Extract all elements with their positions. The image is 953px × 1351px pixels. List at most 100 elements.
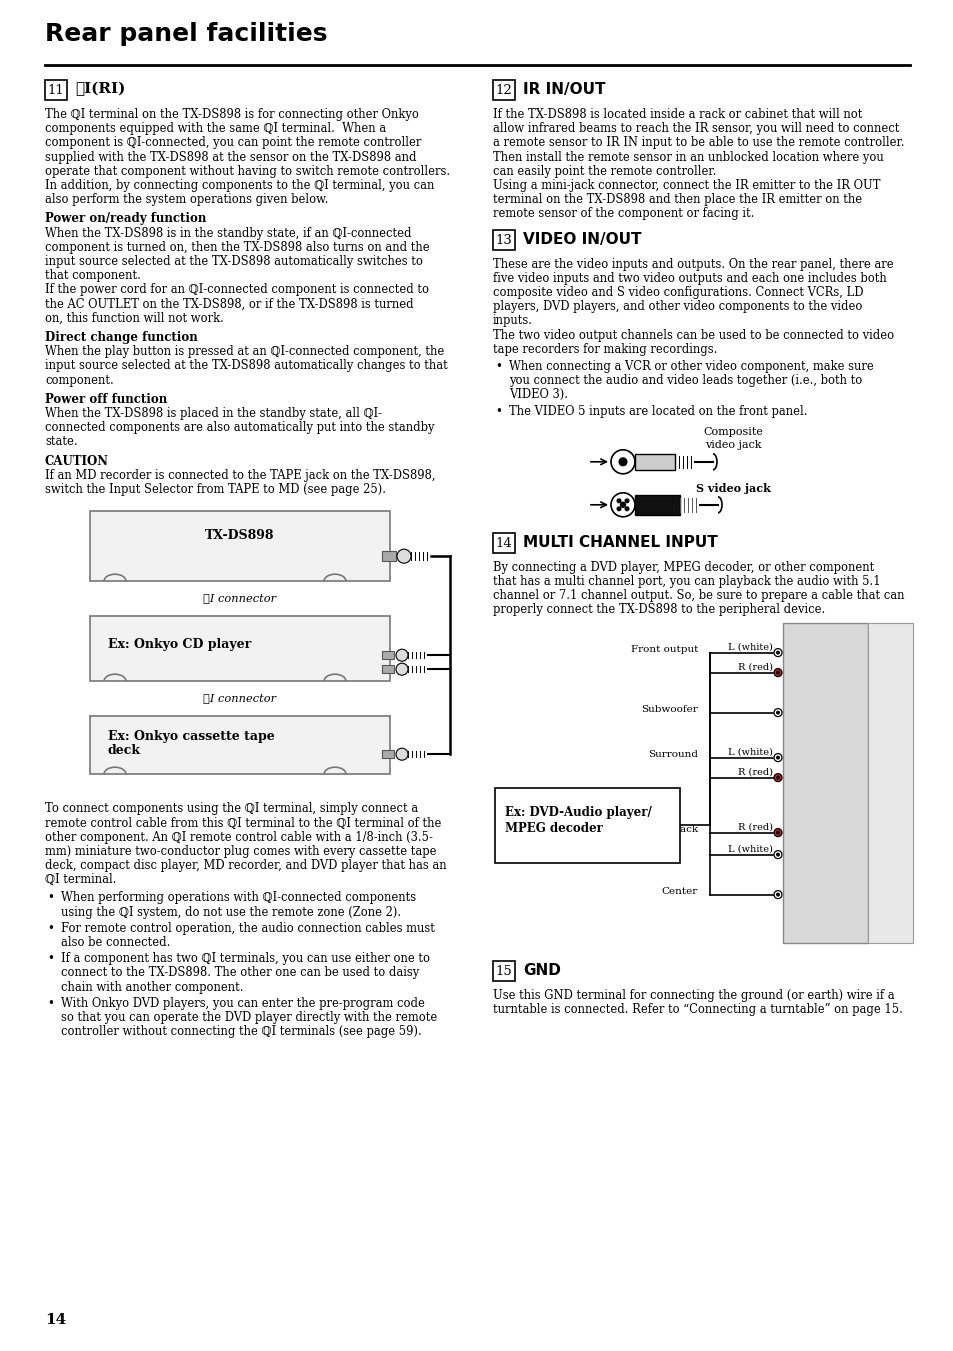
- Circle shape: [395, 663, 408, 676]
- Text: Direct change function: Direct change function: [45, 331, 197, 345]
- Bar: [45, 80, 67, 100]
- Text: By connecting a DVD player, MPEG decoder, or other component: By connecting a DVD player, MPEG decoder…: [493, 561, 873, 574]
- Text: video jack: video jack: [704, 440, 760, 450]
- Text: Ex: Onkyo cassette tape: Ex: Onkyo cassette tape: [108, 730, 274, 743]
- Text: properly connect the TX-DS898 to the peripheral device.: properly connect the TX-DS898 to the per…: [493, 604, 824, 616]
- Text: inputs.: inputs.: [493, 315, 533, 327]
- Circle shape: [618, 458, 626, 466]
- Text: mm) miniature two-conductor plug comes with every cassette tape: mm) miniature two-conductor plug comes w…: [45, 844, 436, 858]
- Text: channel or 7.1 channel output. So, be sure to prepare a cable that can: channel or 7.1 channel output. So, be su…: [493, 589, 903, 603]
- Circle shape: [775, 775, 780, 780]
- Bar: [493, 80, 515, 100]
- Circle shape: [617, 507, 620, 511]
- Text: a remote sensor to IR IN input to be able to use the remote controller.: a remote sensor to IR IN input to be abl…: [493, 136, 903, 150]
- Text: When connecting a VCR or other video component, make sure: When connecting a VCR or other video com…: [509, 359, 873, 373]
- Text: component.: component.: [45, 374, 113, 386]
- Text: When performing operations with ℚI-connected components: When performing operations with ℚI-conne…: [61, 892, 416, 904]
- Text: state.: state.: [45, 435, 77, 449]
- Text: component is turned on, then the TX-DS898 also turns on and the: component is turned on, then the TX-DS89…: [45, 240, 429, 254]
- Text: R (red): R (red): [738, 662, 772, 671]
- Text: 12: 12: [496, 85, 512, 97]
- Circle shape: [775, 670, 780, 674]
- Text: deck, compact disc player, MD recorder, and DVD player that has an: deck, compact disc player, MD recorder, …: [45, 859, 446, 871]
- Text: component is ℚI-connected, you can point the remote controller: component is ℚI-connected, you can point…: [45, 136, 421, 150]
- Text: composite video and S video configurations. Connect VCRs, LD: composite video and S video configuratio…: [493, 286, 862, 299]
- Text: 13: 13: [495, 234, 512, 247]
- Circle shape: [773, 648, 781, 657]
- Text: GND: GND: [522, 963, 560, 978]
- Text: on, this function will not work.: on, this function will not work.: [45, 312, 224, 324]
- Circle shape: [773, 851, 781, 859]
- Text: that has a multi channel port, you can playback the audio with 5.1: that has a multi channel port, you can p…: [493, 576, 880, 588]
- Text: remote control cable from this ℚI terminal to the ℚI terminal of the: remote control cable from this ℚI termin…: [45, 816, 441, 830]
- Text: supplied with the TX-DS898 at the sensor on the TX-DS898 and: supplied with the TX-DS898 at the sensor…: [45, 150, 416, 163]
- Text: If the power cord for an ℚI-connected component is connected to: If the power cord for an ℚI-connected co…: [45, 284, 429, 296]
- Text: Composite: Composite: [702, 427, 762, 436]
- Text: The two video output channels can be used to be connected to video: The two video output channels can be use…: [493, 328, 893, 342]
- Circle shape: [775, 711, 780, 715]
- Text: 14: 14: [45, 1313, 66, 1327]
- Text: players, DVD players, and other video components to the video: players, DVD players, and other video co…: [493, 300, 862, 313]
- Bar: [867, 623, 912, 943]
- Text: components equipped with the same ℚI terminal.  When a: components equipped with the same ℚI ter…: [45, 122, 386, 135]
- Circle shape: [773, 890, 781, 898]
- Circle shape: [775, 852, 780, 857]
- Text: When the play button is pressed at an ℚI-connected component, the: When the play button is pressed at an ℚI…: [45, 346, 444, 358]
- Text: Ex: Onkyo CD player: Ex: Onkyo CD player: [108, 638, 251, 651]
- Text: •: •: [47, 997, 53, 1009]
- Text: R (red): R (red): [738, 767, 772, 777]
- Bar: [381, 665, 394, 673]
- Text: •: •: [47, 952, 53, 965]
- Text: Surround: Surround: [647, 750, 698, 759]
- Circle shape: [775, 893, 780, 897]
- Circle shape: [619, 503, 625, 507]
- Text: remote sensor of the component or facing it.: remote sensor of the component or facing…: [493, 208, 754, 220]
- Text: •: •: [495, 359, 501, 373]
- Text: ℚI(RI): ℚI(RI): [75, 82, 125, 96]
- Bar: [635, 454, 675, 470]
- Text: Front output: Front output: [630, 644, 698, 654]
- Circle shape: [775, 831, 780, 835]
- Text: Power on/ready function: Power on/ready function: [45, 212, 206, 226]
- Circle shape: [610, 450, 635, 474]
- Text: To connect components using the ℚI terminal, simply connect a: To connect components using the ℚI termi…: [45, 802, 417, 815]
- Text: When the TX-DS898 is placed in the standby state, all ℚI-: When the TX-DS898 is placed in the stand…: [45, 407, 381, 420]
- Text: input source selected at the TX-DS898 automatically switches to: input source selected at the TX-DS898 au…: [45, 255, 422, 267]
- Text: Using a mini-jack connector, connect the IR emitter to the IR OUT: Using a mini-jack connector, connect the…: [493, 178, 880, 192]
- Text: the AC OUTLET on the TX-DS898, or if the TX-DS898 is turned: the AC OUTLET on the TX-DS898, or if the…: [45, 297, 414, 311]
- Text: Then install the remote sensor in an unblocked location where you: Then install the remote sensor in an unb…: [493, 150, 882, 163]
- Circle shape: [395, 748, 408, 761]
- Text: operate that component without having to switch remote controllers.: operate that component without having to…: [45, 165, 450, 178]
- Text: you connect the audio and video leads together (i.e., both to: you connect the audio and video leads to…: [509, 374, 862, 388]
- Text: ℚI connector: ℚI connector: [203, 693, 276, 704]
- Bar: [782, 623, 867, 943]
- Text: can easily point the remote controller.: can easily point the remote controller.: [493, 165, 716, 178]
- Text: •: •: [47, 921, 53, 935]
- Text: The VIDEO 5 inputs are located on the front panel.: The VIDEO 5 inputs are located on the fr…: [509, 404, 806, 417]
- Bar: [90, 716, 390, 774]
- Bar: [495, 788, 679, 862]
- Text: deck: deck: [108, 744, 141, 757]
- Text: •: •: [47, 892, 53, 904]
- Text: ℚI terminal.: ℚI terminal.: [45, 873, 116, 886]
- Text: ℚI connector: ℚI connector: [203, 593, 276, 603]
- Text: Power off function: Power off function: [45, 393, 167, 405]
- Text: IR IN/OUT: IR IN/OUT: [522, 82, 605, 97]
- Circle shape: [773, 754, 781, 762]
- Text: •: •: [495, 404, 501, 417]
- Bar: [493, 961, 515, 981]
- Circle shape: [610, 493, 635, 517]
- Text: other component. An ℚI remote control cable with a 1/8-inch (3.5-: other component. An ℚI remote control ca…: [45, 831, 433, 843]
- Text: that component.: that component.: [45, 269, 141, 282]
- Text: MPEG decoder: MPEG decoder: [504, 821, 602, 835]
- Text: These are the video inputs and outputs. On the rear panel, there are: These are the video inputs and outputs. …: [493, 258, 893, 270]
- Text: 11: 11: [48, 85, 64, 97]
- Text: VIDEO 3).: VIDEO 3).: [509, 388, 567, 401]
- Bar: [381, 750, 394, 758]
- Bar: [493, 532, 515, 553]
- Circle shape: [775, 651, 780, 655]
- Text: L (white): L (white): [727, 643, 772, 651]
- Circle shape: [396, 550, 411, 563]
- Text: With Onkyo DVD players, you can enter the pre-program code: With Onkyo DVD players, you can enter th…: [61, 997, 424, 1009]
- Circle shape: [395, 650, 408, 661]
